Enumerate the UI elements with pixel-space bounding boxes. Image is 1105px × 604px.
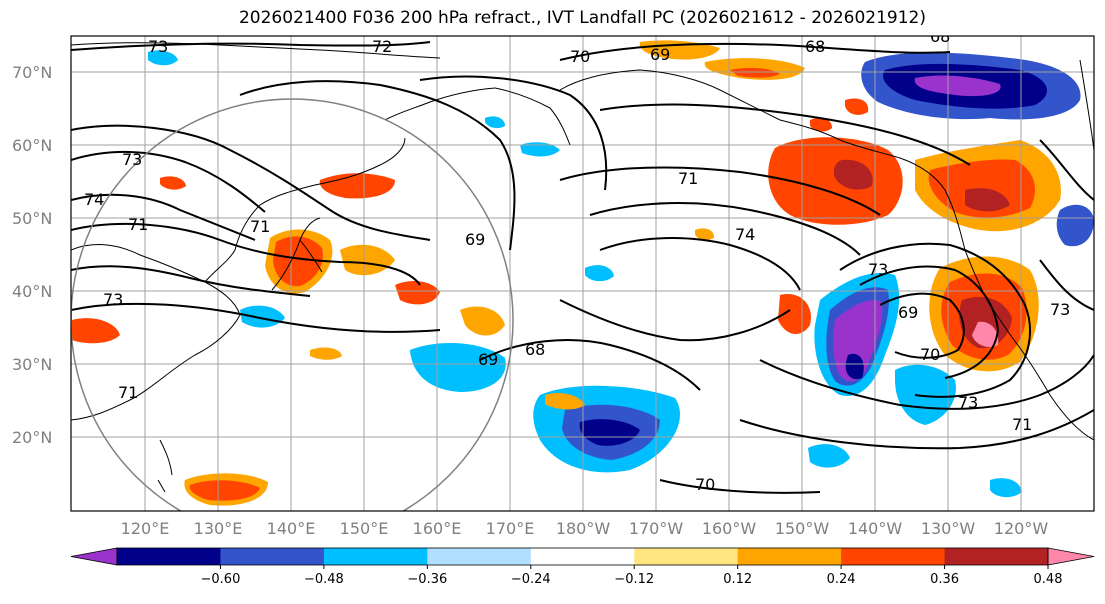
contour-label: 71: [128, 215, 148, 234]
lat-label: 50°N: [12, 209, 52, 228]
contour-label: 71: [118, 383, 138, 402]
colorbar-segment: [634, 548, 739, 565]
contour-label: 73: [148, 37, 168, 56]
contour-label: 74: [84, 190, 104, 209]
contour-label: 69: [478, 350, 498, 369]
contour-label: 73: [122, 150, 142, 169]
contour-label: 68: [930, 27, 950, 46]
lon-label: 160°E: [413, 519, 462, 538]
contour-labels: 73 72 70 69 68 68 73 74 71 71 69 74 73 6…: [84, 27, 1070, 494]
colorbar-border: [116, 547, 1049, 566]
colorbar-segment: [220, 548, 325, 565]
colorbar-tick-label: 0.24: [827, 572, 856, 587]
colorbar-tick-label: 0.36: [930, 572, 959, 587]
contour-label: 68: [805, 37, 825, 56]
contour-label: 71: [250, 217, 270, 236]
colorbar-segment: [117, 548, 221, 565]
region-circle: [71, 98, 514, 511]
lon-label: 130°E: [194, 519, 243, 538]
lat-label: 70°N: [12, 63, 52, 82]
colorbar: [70, 547, 1095, 566]
lat-label: 20°N: [12, 428, 52, 447]
contour-label: 70: [920, 345, 940, 364]
colorbar-labels: −0.60 −0.48 −0.36 −0.24 −0.12 0.12 0.24 0.36 0.4…: [201, 565, 1063, 587]
contour-label: 69: [650, 45, 670, 64]
lon-label: 120°W: [994, 519, 1049, 538]
contour-label: 71: [678, 169, 698, 188]
colorbar-tick-label: −0.48: [304, 572, 344, 587]
contour-label: 71: [1012, 415, 1032, 434]
contour-label: 73: [868, 260, 888, 279]
contour-label: 73: [103, 290, 123, 309]
lat-label: 30°N: [12, 355, 52, 374]
colorbar-extend-high: [1047, 547, 1095, 566]
lon-label: 150°E: [340, 519, 389, 538]
colorbar-extend-low: [70, 547, 118, 566]
colorbar-segment: [530, 548, 635, 565]
colorbar-segment: [427, 548, 532, 565]
map-border: [70, 35, 1095, 512]
colorbar-tick-label: −0.12: [614, 572, 654, 587]
lon-label: 140°E: [267, 519, 316, 538]
lon-label: 130°W: [921, 519, 976, 538]
colorbar-segment: [323, 548, 428, 565]
contour-label: 68: [525, 340, 545, 359]
lon-label: 170°W: [629, 519, 684, 538]
colorbar-tick-label: 0.48: [1034, 572, 1063, 587]
contour-label: 74: [735, 225, 755, 244]
contour-label: 70: [570, 47, 590, 66]
contour-label: 73: [958, 393, 978, 412]
colorbar-tick-label: 0.12: [723, 572, 752, 587]
colorbar-tick-label: −0.36: [407, 572, 447, 587]
longitude-labels: 120°E 130°E 140°E 150°E 160°E 170°E 180°…: [121, 519, 1049, 538]
lon-label: 120°E: [121, 519, 170, 538]
contour-label: 69: [465, 230, 485, 249]
map-title: 2026021400 F036 200 hPa refract., IVT La…: [238, 8, 926, 28]
gridlines: [71, 36, 1094, 511]
latitude-labels: 70°N 60°N 50°N 40°N 30°N 20°N: [12, 63, 52, 447]
lat-label: 40°N: [12, 282, 52, 301]
lon-label: 160°W: [702, 519, 757, 538]
lon-label: 170°E: [486, 519, 535, 538]
lon-label: 140°W: [848, 519, 903, 538]
colorbar-segment: [944, 548, 1049, 565]
refractivity-contours: [71, 41, 1094, 494]
colorbar-tick-label: −0.24: [511, 572, 551, 587]
contour-label: 69: [898, 303, 918, 322]
colorbar-segment: [841, 548, 946, 565]
lat-label: 60°N: [12, 136, 52, 155]
lon-label: 150°W: [775, 519, 830, 538]
contour-label: 70: [695, 475, 715, 494]
colorbar-segment: [737, 548, 842, 565]
lon-label: 180°W: [556, 519, 611, 538]
contour-label: 72: [372, 37, 392, 56]
colorbar-tick-label: −0.60: [201, 572, 241, 587]
contour-label: 73: [1050, 300, 1070, 319]
